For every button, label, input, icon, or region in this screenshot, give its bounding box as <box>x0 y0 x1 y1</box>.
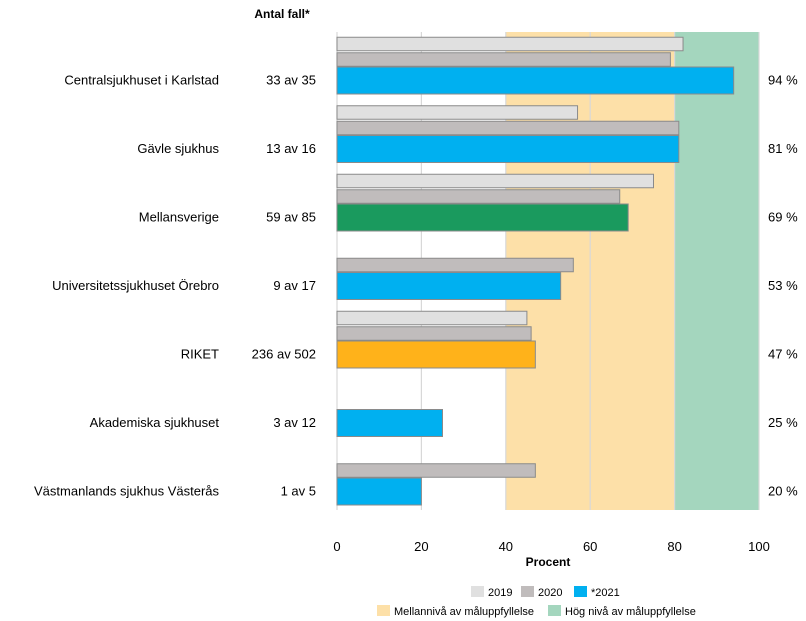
legend-label: Mellannivå av måluppfyllelse <box>394 606 534 618</box>
x-tick-label: 80 <box>667 539 681 554</box>
legend-label: Hög nivå av måluppfyllelse <box>565 606 696 618</box>
bar-2020-7 <box>336 463 536 478</box>
count-header: Antal fall* <box>254 7 310 21</box>
count-label: 13 av 16 <box>266 141 316 156</box>
count-label: 236 av 502 <box>252 347 316 362</box>
bar-2021-2 <box>336 135 680 163</box>
value-label: 25 % <box>768 415 798 430</box>
bar-2019-2 <box>336 105 579 120</box>
value-label: 94 % <box>768 73 798 88</box>
value-label: 53 % <box>768 278 798 293</box>
bar-2020-1 <box>336 52 671 67</box>
value-label: 69 % <box>768 210 798 225</box>
value-label: 20 % <box>768 484 798 499</box>
bars <box>336 36 735 506</box>
x-tick-label: 60 <box>583 539 597 554</box>
category-label: Akademiska sjukhuset <box>90 415 220 430</box>
x-tick-label: 0 <box>333 539 340 554</box>
legend-swatch <box>377 605 390 616</box>
bar-2021-1 <box>336 66 735 95</box>
bar-2020-4 <box>336 257 574 273</box>
bar-2021-3 <box>336 203 629 232</box>
legend-swatch <box>548 605 561 616</box>
count-label: 1 av 5 <box>281 484 316 499</box>
legend-label: 2019 <box>488 587 512 599</box>
value-label: 47 % <box>768 347 798 362</box>
category-label: Universitetssjukhuset Örebro <box>52 278 219 293</box>
category-label: Mellansverige <box>139 210 219 225</box>
bar-2021-6 <box>336 409 443 437</box>
legend-swatch <box>521 586 534 597</box>
bar-2021-4 <box>336 272 562 300</box>
legend: 2019 2020 *2021 Mellannivå av måluppfyllels… <box>377 586 696 618</box>
bar-2020-2 <box>336 120 680 136</box>
legend-swatch <box>574 586 587 597</box>
x-tick-label: 100 <box>748 539 770 554</box>
legend-swatch <box>471 586 484 597</box>
x-axis-label: Procent <box>526 555 571 569</box>
target-zone-2 <box>674 32 759 510</box>
bar-2019-3 <box>336 173 654 189</box>
bar-2021-5 <box>336 340 536 369</box>
category-labels: Centralsjukhuset i Karlstad 33 av 35 94 % G… <box>34 73 798 499</box>
legend-label: 2020 <box>538 587 562 599</box>
bar-2021-7 <box>336 477 422 506</box>
x-tick-label: 40 <box>499 539 513 554</box>
category-label: Centralsjukhuset i Karlstad <box>64 73 219 88</box>
category-label: Gävle sjukhus <box>137 141 219 156</box>
bar-2020-3 <box>336 189 621 204</box>
value-label: 81 % <box>768 141 798 156</box>
bar-2020-5 <box>336 326 532 341</box>
legend-label: *2021 <box>591 587 620 599</box>
category-label: Västmanlands sjukhus Västerås <box>34 484 219 499</box>
x-axis: 0 20 40 60 80 100 <box>333 539 769 554</box>
count-label: 9 av 17 <box>273 278 316 293</box>
count-label: 3 av 12 <box>273 415 316 430</box>
bar-2019-5 <box>336 310 528 326</box>
bar-2019-1 <box>336 36 684 52</box>
category-label: RIKET <box>181 347 219 362</box>
count-label: 59 av 85 <box>266 210 316 225</box>
count-label: 33 av 35 <box>266 73 316 88</box>
x-tick-label: 20 <box>414 539 428 554</box>
